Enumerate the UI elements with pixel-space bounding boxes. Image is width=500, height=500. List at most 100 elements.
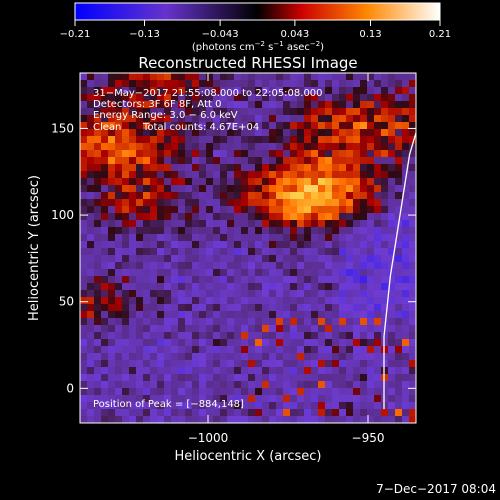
heatmap-pixel bbox=[395, 143, 402, 150]
heatmap-pixel bbox=[171, 143, 178, 150]
heatmap-pixel bbox=[171, 171, 178, 178]
heatmap-pixel bbox=[80, 143, 87, 150]
heatmap-pixel bbox=[185, 269, 192, 276]
heatmap-pixel bbox=[409, 227, 416, 234]
heatmap-pixel bbox=[346, 80, 353, 87]
heatmap-pixel bbox=[101, 416, 108, 423]
heatmap-pixel bbox=[136, 269, 143, 276]
heatmap-pixel bbox=[234, 122, 241, 129]
heatmap-pixel bbox=[248, 325, 255, 332]
heatmap-pixel bbox=[227, 367, 234, 374]
heatmap-pixel bbox=[234, 332, 241, 339]
heatmap-pixel bbox=[297, 136, 304, 143]
heatmap-pixel bbox=[262, 395, 269, 402]
heatmap-pixel bbox=[283, 157, 290, 164]
heatmap-pixel bbox=[150, 143, 157, 150]
heatmap-pixel bbox=[213, 402, 220, 409]
heatmap-pixel bbox=[234, 283, 241, 290]
heatmap-pixel bbox=[150, 192, 157, 199]
heatmap-pixel bbox=[374, 381, 381, 388]
heatmap-pixel bbox=[220, 290, 227, 297]
heatmap-pixel bbox=[346, 381, 353, 388]
heatmap-pixel bbox=[206, 101, 213, 108]
x-tick-label: −950 bbox=[352, 431, 385, 445]
heatmap-pixel bbox=[388, 283, 395, 290]
heatmap-pixel bbox=[318, 339, 325, 346]
heatmap-pixel bbox=[409, 150, 416, 157]
heatmap-pixel bbox=[297, 311, 304, 318]
heatmap-pixel bbox=[185, 213, 192, 220]
heatmap-pixel bbox=[255, 150, 262, 157]
heatmap-pixel bbox=[206, 73, 213, 80]
heatmap-pixel bbox=[269, 346, 276, 353]
heatmap-pixel bbox=[164, 339, 171, 346]
heatmap-pixel bbox=[227, 297, 234, 304]
heatmap-pixel bbox=[297, 269, 304, 276]
heatmap-pixel bbox=[129, 395, 136, 402]
heatmap-pixel bbox=[346, 395, 353, 402]
heatmap-pixel bbox=[171, 199, 178, 206]
heatmap-pixel bbox=[262, 374, 269, 381]
heatmap-pixel bbox=[115, 227, 122, 234]
heatmap-pixel bbox=[395, 262, 402, 269]
heatmap-pixel bbox=[220, 318, 227, 325]
heatmap-pixel bbox=[136, 290, 143, 297]
y-tick-label: 100 bbox=[51, 208, 74, 222]
heatmap-pixel bbox=[395, 402, 402, 409]
heatmap-pixel bbox=[269, 304, 276, 311]
heatmap-pixel bbox=[318, 304, 325, 311]
heatmap-pixel bbox=[122, 283, 129, 290]
heatmap-pixel bbox=[234, 108, 241, 115]
heatmap-pixel bbox=[171, 108, 178, 115]
heatmap-pixel bbox=[206, 402, 213, 409]
heatmap-pixel bbox=[395, 171, 402, 178]
heatmap-pixel bbox=[115, 115, 122, 122]
heatmap-pixel bbox=[192, 101, 199, 108]
heatmap-pixel bbox=[304, 297, 311, 304]
heatmap-pixel bbox=[304, 304, 311, 311]
heatmap-pixel bbox=[199, 185, 206, 192]
heatmap-pixel bbox=[94, 241, 101, 248]
heatmap-pixel bbox=[206, 283, 213, 290]
heatmap-pixel bbox=[150, 360, 157, 367]
heatmap-pixel bbox=[94, 402, 101, 409]
heatmap-pixel bbox=[353, 311, 360, 318]
heatmap-pixel bbox=[101, 269, 108, 276]
heatmap-pixel bbox=[157, 311, 164, 318]
heatmap-pixel bbox=[374, 318, 381, 325]
heatmap-pixel bbox=[241, 360, 248, 367]
heatmap-pixel bbox=[325, 80, 332, 87]
heatmap-pixel bbox=[80, 248, 87, 255]
heatmap-pixel bbox=[283, 80, 290, 87]
heatmap-pixel bbox=[374, 87, 381, 94]
heatmap-pixel bbox=[332, 409, 339, 416]
heatmap-pixel bbox=[367, 213, 374, 220]
heatmap-pixel bbox=[339, 297, 346, 304]
heatmap-pixel bbox=[129, 402, 136, 409]
heatmap-pixel bbox=[192, 241, 199, 248]
heatmap-pixel bbox=[304, 346, 311, 353]
heatmap-pixel bbox=[206, 157, 213, 164]
heatmap-pixel bbox=[213, 353, 220, 360]
heatmap-pixel bbox=[122, 381, 129, 388]
heatmap-pixel bbox=[220, 80, 227, 87]
heatmap-pixel bbox=[248, 339, 255, 346]
heatmap-pixel bbox=[262, 80, 269, 87]
heatmap-pixel bbox=[178, 73, 185, 80]
heatmap-pixel bbox=[143, 87, 150, 94]
heatmap-pixel bbox=[311, 290, 318, 297]
heatmap-pixel bbox=[297, 374, 304, 381]
heatmap-pixel bbox=[122, 192, 129, 199]
heatmap-pixel bbox=[402, 276, 409, 283]
heatmap-pixel bbox=[157, 213, 164, 220]
heatmap-pixel bbox=[402, 199, 409, 206]
heatmap-pixel bbox=[192, 346, 199, 353]
heatmap-pixel bbox=[101, 311, 108, 318]
heatmap-pixel bbox=[101, 409, 108, 416]
heatmap-pixel bbox=[283, 136, 290, 143]
heatmap-pixel bbox=[311, 332, 318, 339]
heatmap-pixel bbox=[80, 360, 87, 367]
heatmap-pixel bbox=[346, 374, 353, 381]
heatmap-pixel bbox=[290, 94, 297, 101]
heatmap-pixel bbox=[178, 311, 185, 318]
